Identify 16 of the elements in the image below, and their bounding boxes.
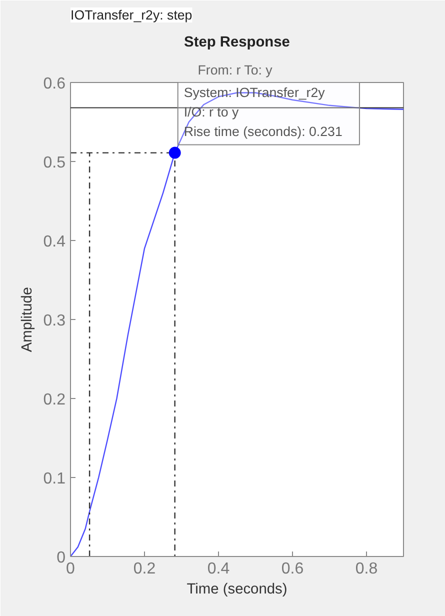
y-tick-label: 0.6: [43, 76, 66, 92]
y-tick-label: 0.1: [43, 470, 66, 488]
y-tick-label: 0: [56, 550, 66, 566]
y-tick-label: 0.5: [43, 154, 66, 172]
x-tick-label: 0.8: [355, 560, 378, 578]
chart-title: Step Response: [184, 34, 290, 50]
y-tick-label: 0.3: [43, 312, 66, 330]
x-axis-title: Time (seconds): [186, 582, 288, 598]
x-tick-label: 0.6: [281, 560, 304, 578]
x-tick-label: 0.4: [207, 560, 230, 578]
y-tick-label: 0.4: [43, 234, 66, 250]
chart-subtitle: From: r To: y: [198, 62, 273, 78]
y-tick-label: 0.2: [43, 392, 66, 408]
x-tick-label: 0.2: [133, 560, 156, 578]
y-axis-title: Amplitude: [19, 286, 36, 352]
text: IOTransfer_r2y: step: [70, 8, 192, 22]
